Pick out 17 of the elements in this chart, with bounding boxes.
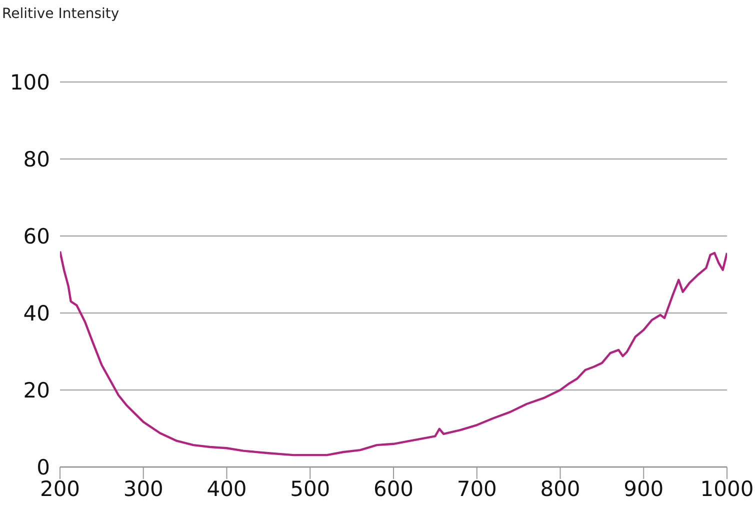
x-tick-label: 400 [206,476,247,501]
y-tick-label: 100 [10,70,50,94]
x-tick-label: 700 [456,476,497,501]
y-tick-label: 60 [23,224,50,248]
x-tick-label: 200 [40,476,80,501]
y-tick-label: 40 [23,301,50,326]
y-axis-title: Relitive Intensity [2,6,120,22]
x-tick-label: 800 [540,476,580,501]
line-series [60,250,727,456]
x-tick-label: 1000 [700,476,754,501]
x-tick-label: 300 [123,476,164,501]
x-tick-label: 500 [290,476,330,501]
x-tick-label: 900 [624,476,664,501]
y-tick-label: 20 [23,378,50,402]
x-tick-label: 600 [373,476,414,501]
y-tick-label: 80 [23,147,50,172]
y-tick-label: 0 [36,455,50,480]
